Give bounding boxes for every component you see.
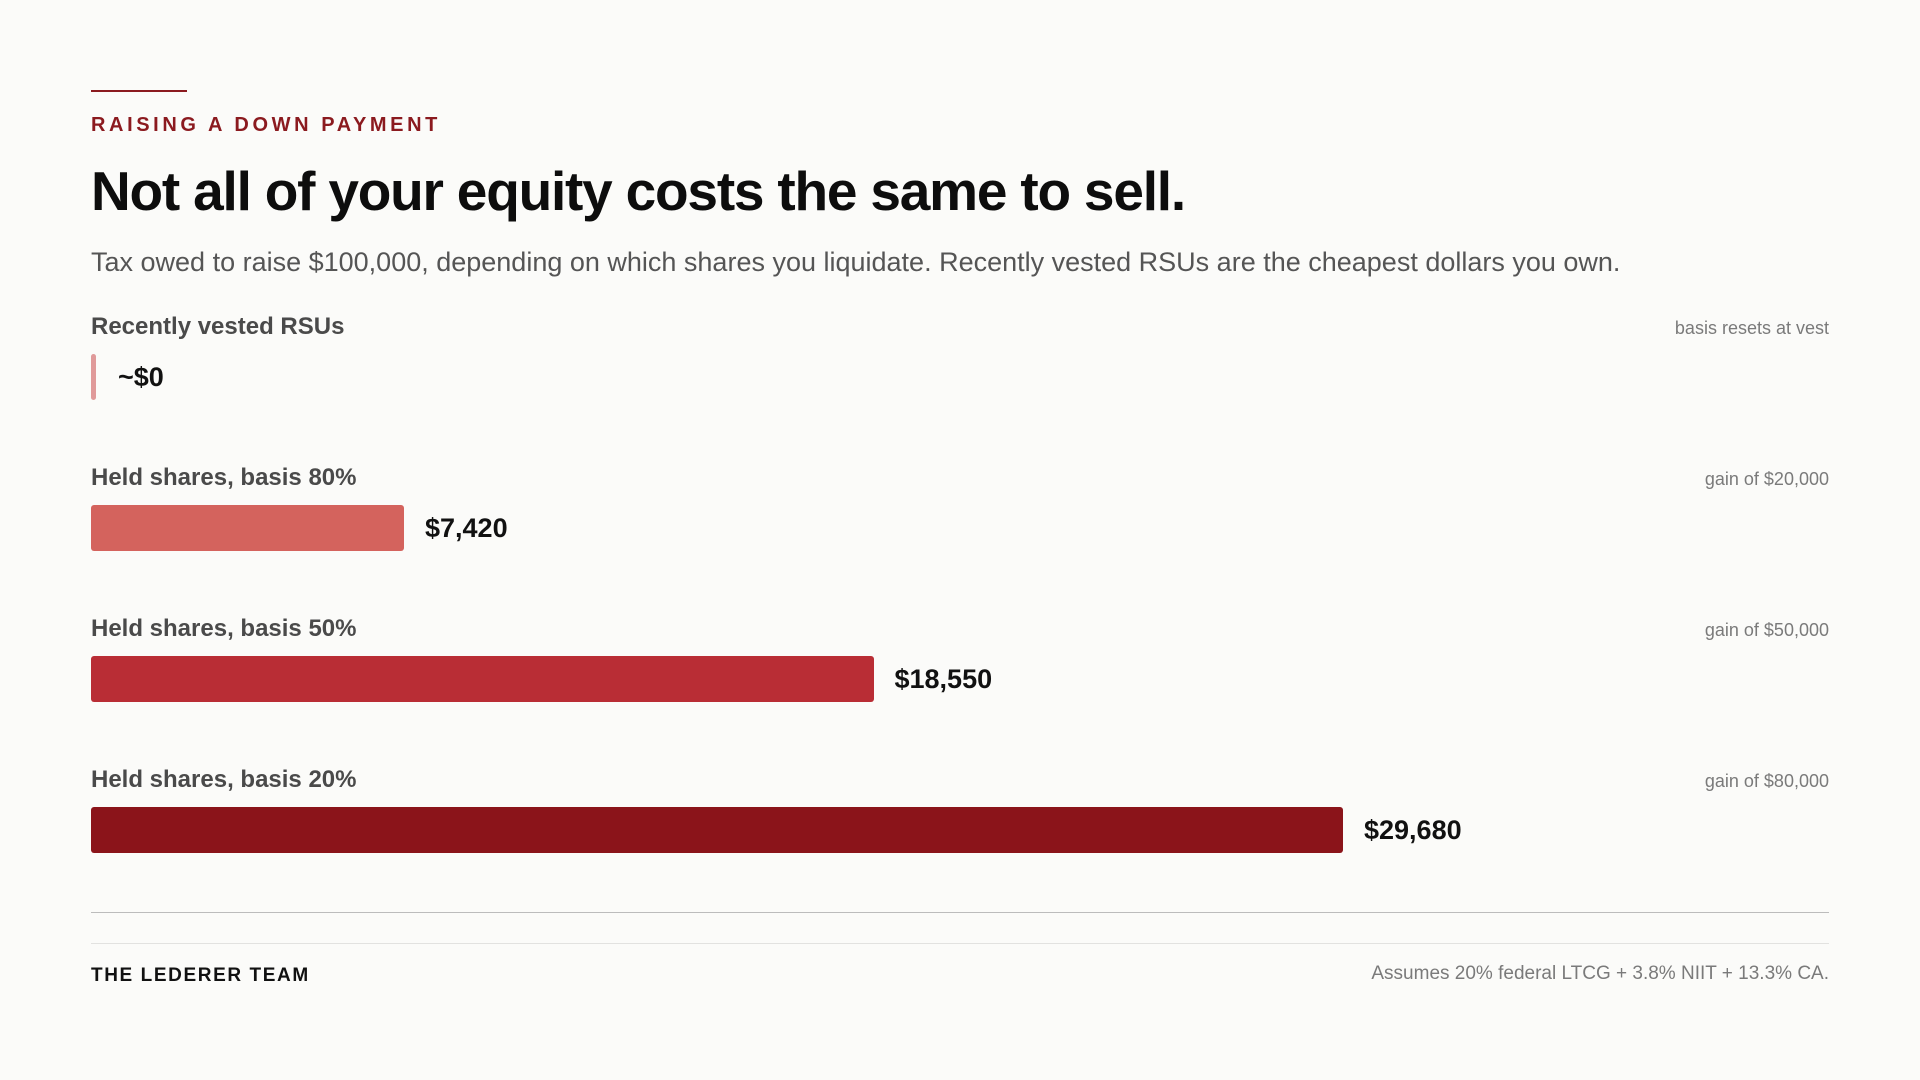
bar — [91, 354, 96, 400]
row-note: basis resets at vest — [1674, 318, 1829, 338]
row-note: gain of $80,000 — [1704, 771, 1829, 791]
bar — [91, 505, 404, 551]
page-subtitle: Tax owed to raise $100,000, depending on… — [91, 247, 1621, 277]
bar — [91, 807, 1343, 853]
eyebrow-label: RAISING A DOWN PAYMENT — [91, 114, 441, 136]
category-label: Recently vested RSUs — [91, 313, 345, 340]
footer-divider — [91, 943, 1829, 944]
row-note: gain of $50,000 — [1704, 620, 1829, 640]
bar-chart: Recently vested RSUs basis resets at vest… — [91, 0, 1829, 1080]
data-label: $18,550 — [894, 664, 993, 694]
data-label: ~$0 — [118, 362, 164, 392]
data-label: $7,420 — [425, 513, 508, 543]
assumptions-footnote: Assumes 20% federal LTCG + 3.8% NIIT + 1… — [1371, 963, 1829, 984]
page-title: Not all of your equity costs the same to… — [91, 160, 1186, 222]
chart-baseline-rule — [91, 912, 1829, 913]
accent-rule — [91, 90, 187, 92]
bar — [91, 656, 874, 702]
data-label: $29,680 — [1364, 815, 1462, 845]
brand-name: THE LEDERER TEAM — [91, 965, 310, 986]
category-label: Held shares, basis 80% — [91, 464, 357, 491]
row-note: gain of $20,000 — [1704, 469, 1829, 489]
page: RAISING A DOWN PAYMENT Not all of your e… — [91, 0, 1829, 1080]
category-label: Held shares, basis 20% — [91, 766, 357, 793]
category-label: Held shares, basis 50% — [91, 615, 357, 642]
